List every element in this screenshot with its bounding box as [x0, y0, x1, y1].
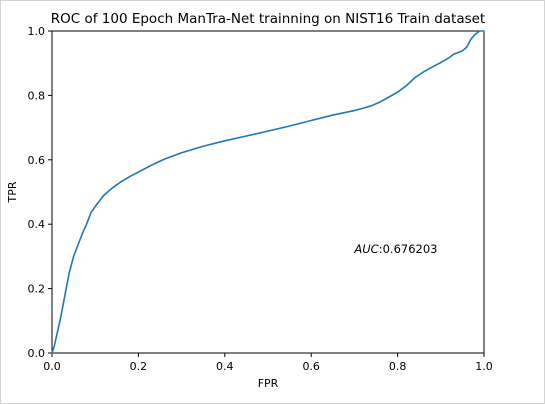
auc-label: AUC [353, 242, 378, 256]
x-axis-label: FPR [258, 377, 279, 390]
y-tick-label: 0.4 [28, 218, 46, 231]
x-tick-label: 0.2 [130, 360, 148, 373]
y-axis-label: TPR [6, 181, 19, 203]
y-tick-label: 0.2 [28, 283, 46, 296]
x-tick-label: 0.8 [389, 360, 407, 373]
chart-title: ROC of 100 Epoch ManTra-Net trainning on… [51, 11, 485, 27]
y-tick-label: 0.0 [28, 347, 46, 360]
auc-value: :0.676203 [379, 242, 438, 256]
x-tick-label: 0.0 [43, 360, 61, 373]
y-axis: 0.0 0.2 0.4 0.6 0.8 1.0 [28, 25, 52, 360]
x-axis: 0.0 0.2 0.4 0.6 0.8 1.0 [43, 353, 493, 373]
roc-curve-series [51, 30, 485, 354]
y-tick-label: 0.6 [28, 154, 46, 167]
y-tick-label: 1.0 [28, 25, 46, 38]
y-tick-label: 0.8 [28, 89, 46, 102]
x-tick-label: 1.0 [475, 360, 493, 373]
plot-area: 0.0 0.2 0.4 0.6 0.8 1.0 0.0 0.2 0.4 0.6 0.8 1.0 [28, 25, 493, 373]
x-tick-label: 0.6 [302, 360, 320, 373]
auc-annotation: AUC:0.676203 [353, 242, 437, 256]
axes-frame [51, 30, 485, 354]
x-tick-label: 0.4 [216, 360, 234, 373]
